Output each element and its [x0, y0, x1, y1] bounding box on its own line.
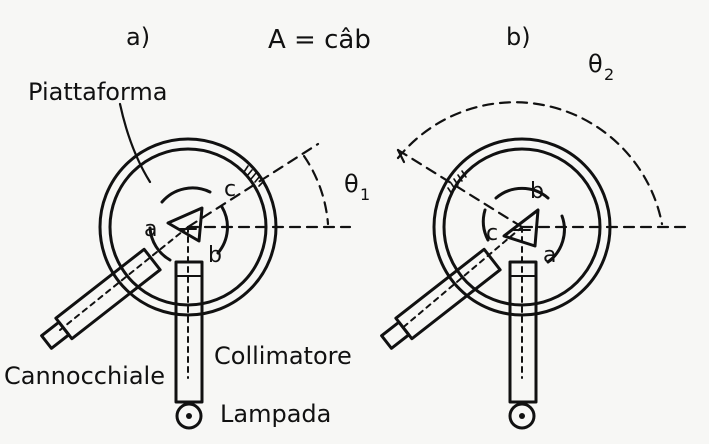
telescope-b — [380, 247, 502, 350]
telescope-axis-a — [59, 226, 189, 331]
panel-b — [380, 101, 692, 430]
piattaforma-leader — [118, 102, 152, 184]
vertex-b-label-b: b — [530, 179, 544, 204]
lamp-dot-b — [519, 413, 525, 419]
collimator-tube-a — [174, 260, 204, 404]
vertex-c-label-b: c — [486, 221, 498, 246]
prism-a — [166, 206, 204, 243]
angle-formula: A = câb — [268, 25, 371, 55]
telescope-axis-b — [399, 226, 523, 331]
theta1-arc — [302, 154, 330, 226]
theta2-symbol: θ — [588, 50, 603, 78]
theta2-arc-tick — [396, 148, 406, 164]
lampada-label: Lampada — [220, 400, 331, 428]
theta2-subscript: 2 — [604, 65, 614, 84]
vertex-a-label-a: a — [144, 217, 157, 242]
scale-ticks-b — [447, 170, 467, 195]
scale-ticks-a — [243, 165, 265, 187]
inner-arc-a2 — [216, 205, 229, 255]
panel-b-label: b) — [506, 23, 531, 51]
collimatore-label: Collimatore — [214, 342, 352, 370]
inner-arc-b3 — [481, 208, 490, 242]
panel-a-label: a) — [126, 23, 150, 51]
piattaforma-label: Piattaforma — [28, 78, 168, 106]
lamp-dot-a — [186, 413, 192, 419]
telescope-a — [40, 247, 162, 350]
cannocchiale-label: Cannocchiale — [4, 362, 165, 390]
rotated-line-a — [186, 142, 320, 229]
inner-arc-a3 — [148, 226, 172, 262]
theta2-arc — [396, 101, 664, 226]
collimator-tube-b — [508, 260, 538, 404]
rotated-line-b — [396, 148, 524, 229]
inner-arc-b2 — [546, 214, 566, 264]
panel-a — [40, 102, 352, 430]
theta1-subscript: 1 — [360, 185, 370, 204]
vertex-a-label-b: a — [543, 243, 556, 268]
vertex-b-label-a: b — [208, 243, 222, 268]
inner-arc-b1 — [494, 186, 550, 200]
theta1-symbol: θ — [344, 170, 359, 198]
lamp-circle-b — [508, 402, 536, 430]
inner-arc-a1 — [160, 186, 212, 204]
prism-b — [502, 208, 540, 248]
lamp-circle-a — [175, 402, 203, 430]
vertex-c-label-a: c — [224, 177, 236, 202]
